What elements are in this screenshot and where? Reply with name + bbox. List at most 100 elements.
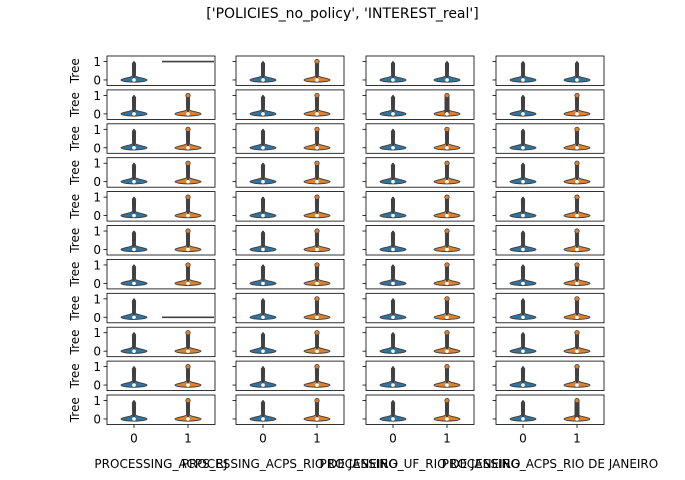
x-axis-label-c0: PROCESSING_ACPS_RJ: [94, 457, 227, 471]
axes-frame-r4-c0: [106, 191, 216, 222]
axes-frame-r2-c0: [106, 123, 216, 154]
median-class1-r5-c1: [315, 247, 319, 252]
median-class0-r3-c0: [132, 179, 136, 184]
axes-frame-r6-c1: [235, 258, 345, 290]
outlier-class1-r8-c0: [185, 330, 191, 336]
axes-frame-r10-c0: [106, 394, 216, 425]
median-class0-r9-c2: [391, 383, 395, 387]
y-axis-label-r3: Tree: [68, 160, 82, 186]
y-axis-label-r9: Tree: [68, 363, 82, 389]
outlier-class1-r4-c1: [314, 194, 320, 200]
axes-frame-r1-c2: [365, 89, 475, 120]
median-class0-r2-c1: [261, 145, 265, 150]
axes-frame-r1-c0: [106, 89, 216, 120]
outlier-class1-r5-c2: [444, 228, 450, 234]
y-axis-label-r0: Tree: [68, 58, 82, 84]
median-class1-r1-c1: [315, 112, 319, 116]
median-class1-r3-c3: [575, 179, 579, 184]
axes-frame-r4-c1: [235, 191, 345, 222]
y-axis-label-r1: Tree: [68, 92, 82, 118]
outlier-class1-r3-c1: [314, 160, 320, 166]
median-class0-r10-c1: [261, 417, 265, 421]
outlier-class1-r1-c0: [185, 92, 191, 99]
outlier-class1-r1-c1: [314, 92, 320, 99]
outlier-class1-r10-c2: [444, 397, 450, 404]
outlier-class1-r5-c0: [185, 228, 191, 234]
x-tick-label-c0-1: 1: [184, 432, 192, 446]
x-tick-label-c1-1: 1: [313, 432, 321, 446]
outlier-class1-r5-c3: [574, 228, 580, 234]
median-class1-r0-c2: [445, 78, 449, 82]
outlier-class1-r2-c1: [314, 126, 320, 132]
outlier-class1-r4-c3: [574, 194, 580, 200]
median-class0-r7-c1: [261, 315, 265, 320]
median-class0-r5-c3: [521, 247, 525, 252]
axes-frame-r2-c3: [495, 123, 605, 154]
median-class0-r8-c0: [132, 349, 136, 353]
outlier-class1-r7-c1: [314, 296, 320, 302]
median-class0-r9-c0: [132, 383, 136, 387]
axes-frame-r9-c1: [235, 360, 345, 392]
axes-frame-r3-c0: [106, 157, 216, 188]
x-axis-label-c3: PROCESSING_ACPS_RIO DE JANEIRO: [442, 457, 658, 471]
median-class0-r8-c2: [391, 349, 395, 353]
median-class0-r6-c3: [521, 281, 525, 286]
median-class0-r8-c3: [521, 349, 525, 353]
axes-frame-r3-c3: [495, 157, 605, 188]
median-class1-r0-c3: [575, 78, 579, 82]
median-class1-r6-c3: [575, 281, 579, 286]
y-axis-label-r7: Tree: [68, 296, 82, 322]
median-class1-r3-c0: [186, 179, 190, 184]
outlier-class1-r9-c1: [314, 364, 320, 370]
outlier-class1-r4-c2: [444, 194, 450, 200]
y-axis-label-r5: Tree: [68, 228, 82, 254]
axes-frame-r2-c1: [235, 123, 345, 154]
median-class1-r4-c1: [315, 213, 319, 218]
axes-frame-r5-c0: [106, 225, 216, 256]
median-class1-r1-c0: [186, 112, 190, 116]
outlier-class1-r2-c0: [185, 126, 191, 132]
median-class0-r6-c1: [261, 281, 265, 286]
median-class1-r2-c1: [315, 145, 319, 150]
outlier-class1-r10-c1: [314, 397, 320, 404]
axes-frame-r8-c3: [495, 326, 605, 358]
median-class0-r7-c3: [521, 315, 525, 320]
median-class1-r10-c3: [575, 417, 579, 421]
median-class0-r0-c2: [391, 78, 395, 82]
y-tick-label-r0-1: 1: [93, 55, 101, 69]
axes-frame-r0-c2: [365, 55, 475, 86]
y-axis-label-r8: Tree: [68, 329, 82, 355]
median-class1-r8-c1: [315, 349, 319, 353]
outlier-class1-r9-c2: [444, 364, 450, 370]
axes-frame-r9-c3: [495, 360, 605, 392]
x-tick-label-c3-0: 0: [519, 432, 527, 446]
median-class1-r4-c0: [186, 213, 190, 218]
outlier-class1-r2-c2: [444, 126, 450, 132]
median-class0-r6-c2: [391, 281, 395, 286]
median-class1-r9-c3: [575, 383, 579, 387]
outlier-class1-r8-c1: [314, 330, 320, 336]
median-class1-r3-c2: [445, 179, 449, 184]
axes-frame-r9-c0: [106, 360, 216, 392]
median-class1-r10-c0: [186, 417, 190, 421]
median-class1-r3-c1: [315, 179, 319, 184]
y-tick-label-r10-0: 0: [93, 412, 101, 426]
outlier-class1-r6-c1: [314, 262, 320, 268]
median-class0-r5-c0: [132, 247, 136, 252]
median-class0-r4-c0: [132, 213, 136, 218]
median-class0-r10-c2: [391, 417, 395, 421]
outlier-class1-r0-c1: [314, 58, 320, 65]
x-axis-label-c1: PROCESSING_ACPS_RIO DE JANEIRO: [182, 457, 398, 471]
axes-frame-r8-c0: [106, 326, 216, 358]
y-tick-label-r5-0: 0: [93, 243, 101, 257]
median-class0-r10-c0: [132, 417, 136, 421]
outlier-class1-r7-c3: [574, 296, 580, 302]
axes-frame-r7-c1: [235, 292, 345, 324]
axes-frame-r6-c2: [365, 258, 475, 290]
axes-frame-r10-c3: [495, 394, 605, 425]
median-class1-r6-c2: [445, 281, 449, 286]
y-tick-label-r7-0: 0: [93, 311, 101, 325]
outlier-class1-r6-c3: [574, 262, 580, 268]
median-class0-r5-c2: [391, 247, 395, 252]
